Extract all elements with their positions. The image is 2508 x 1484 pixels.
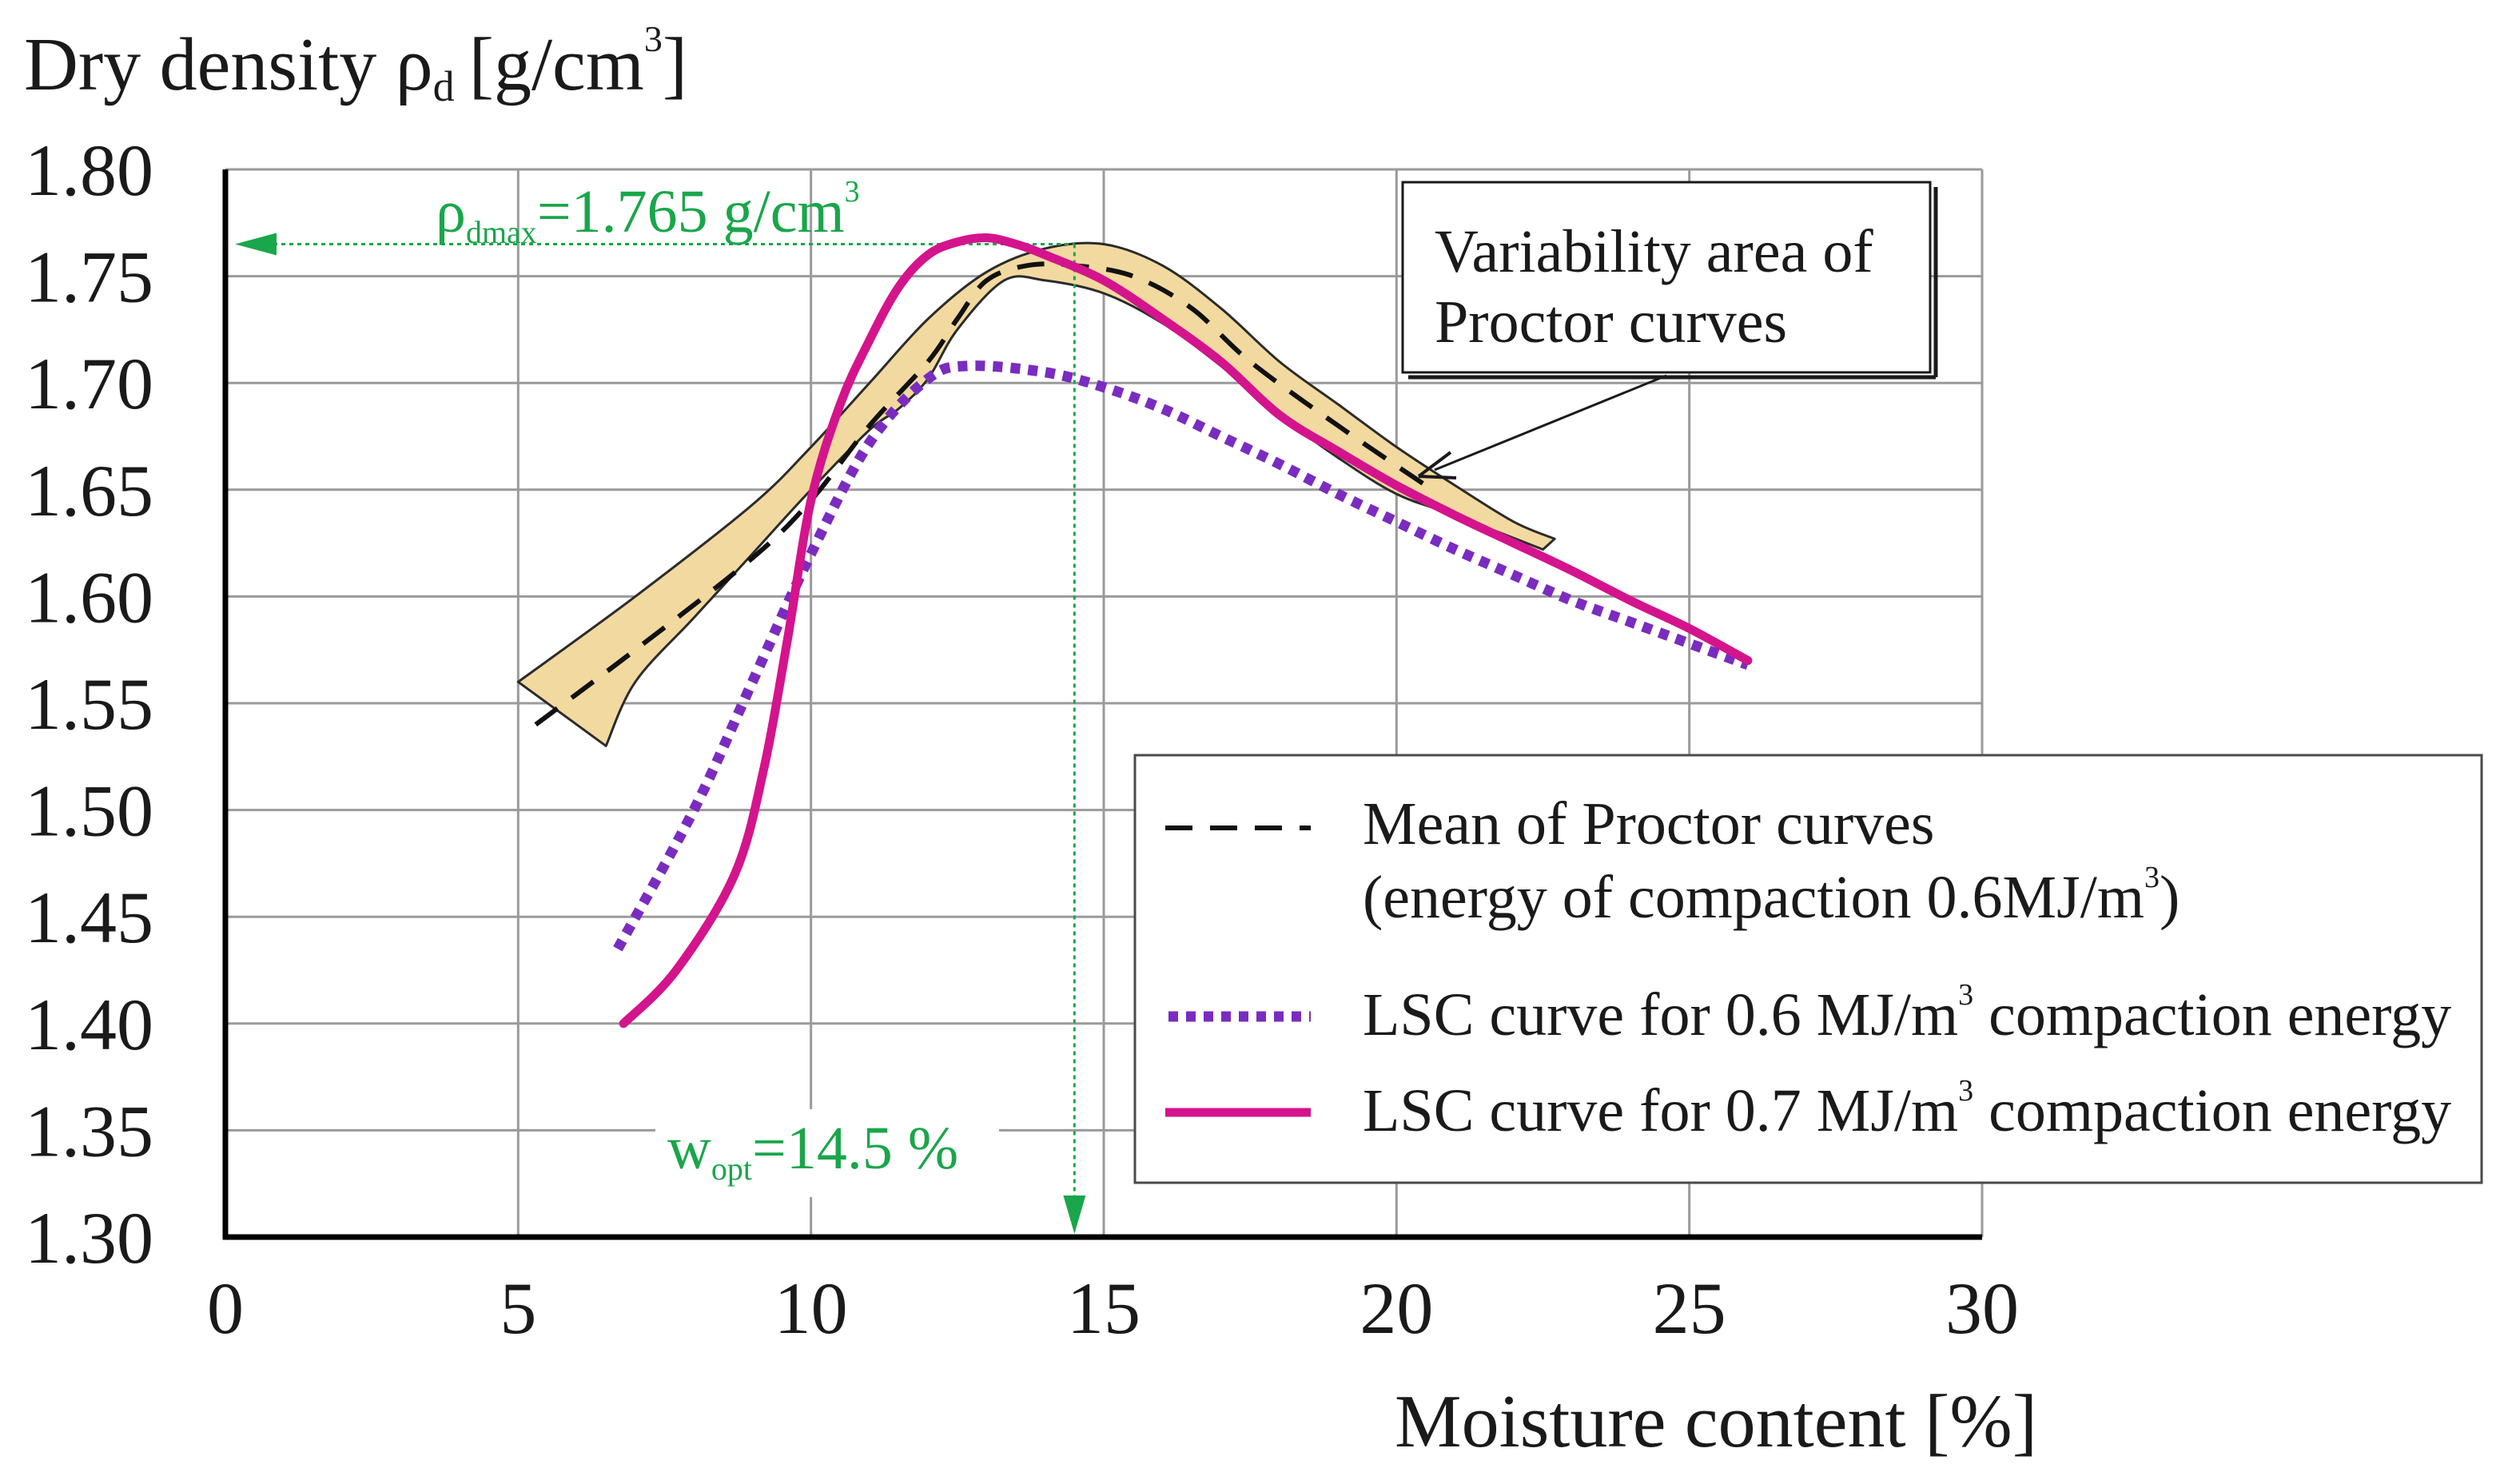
- axes: [222, 169, 1982, 1240]
- y-axis-label: Dry density ρd [g/cm3]: [24, 18, 687, 110]
- y-tick-label-5: 1.55: [25, 663, 153, 745]
- w-opt-arrowhead: [1063, 1196, 1086, 1234]
- variability-callout-line1: Variability area of: [1435, 218, 1873, 285]
- variability-callout-arrow-line: [1434, 374, 1667, 471]
- y-tick-label-8: 1.70: [25, 343, 153, 424]
- w-opt-value: =14.5 %: [752, 1115, 958, 1182]
- variability-callout-arrowhead: [1417, 451, 1457, 479]
- legend-mean-line2-close: ): [2160, 864, 2180, 931]
- y-axis-label-main: Dry density ρ: [24, 23, 433, 106]
- y-tick-label-6: 1.60: [25, 556, 153, 638]
- rho-max-arrowhead: [235, 233, 277, 256]
- legend-mean-line1: Mean of Proctor curves: [1363, 790, 1934, 857]
- y-tick-label-2: 1.40: [25, 984, 153, 1065]
- x-tick-label-4: 20: [1359, 1267, 1433, 1349]
- w-opt-sub: opt: [711, 1151, 752, 1187]
- y-tick-label-0: 1.30: [25, 1197, 153, 1279]
- rho-max-sup: 3: [845, 175, 860, 209]
- legend-mean-line2: (energy of compaction 0.6MJ/m3): [1363, 861, 2180, 931]
- y-tick-label-10: 1.80: [25, 129, 153, 211]
- variability-callout-box: [1401, 181, 1932, 374]
- variability-callout-line2: Proctor curves: [1435, 288, 1787, 356]
- legend-box: [1133, 754, 2483, 1184]
- y-tick-label-4: 1.50: [25, 770, 153, 852]
- y-tick-labels: 1.30 1.35 1.40 1.45 1.50 1.55 1.60 1.65 1.70 1.75…: [25, 129, 153, 1279]
- rho-max-symbol: ρ: [436, 178, 466, 245]
- series-line-solid: [619, 233, 1753, 1028]
- series-layer: [534, 233, 1753, 1028]
- y-tick-label-3: 1.45: [25, 877, 153, 958]
- x-tick-label-2: 10: [774, 1267, 848, 1349]
- y-axis-label-close: ]: [663, 23, 687, 106]
- legend: Mean of Proctor curves (energy of compac…: [1133, 754, 2483, 1184]
- y-axis-label-sup: 3: [644, 18, 663, 59]
- x-tick-label-0: 0: [207, 1267, 244, 1349]
- rho-max-annotation: ρdmax=1.765 g/cm3: [436, 175, 860, 250]
- y-axis-label-unit: [g/cm: [469, 23, 644, 106]
- x-tick-label-6: 30: [1945, 1267, 2019, 1349]
- rho-max-value: =1.765 g/cm: [537, 178, 845, 245]
- legend-lsc06-label: LSC curve for 0.6 MJ/m3 compaction energ…: [1363, 978, 2451, 1048]
- y-tick-label-1: 1.35: [25, 1090, 153, 1172]
- x-tick-label-1: 5: [500, 1267, 536, 1349]
- rho-max-sub: dmax: [466, 214, 537, 250]
- x-axis-label: Moisture content [%]: [1395, 1380, 2037, 1463]
- legend-lsc06-sup: 3: [1958, 978, 1973, 1012]
- y-tick-label-7: 1.65: [25, 450, 153, 531]
- x-tick-label-5: 25: [1653, 1267, 1726, 1349]
- legend-mean-line2-sup: 3: [2144, 861, 2160, 894]
- legend-lsc07-sup: 3: [1958, 1074, 1973, 1108]
- y-axis-label-sub: d: [433, 62, 455, 110]
- legend-lsc06-main: LSC curve for 0.6 MJ/m: [1363, 981, 1958, 1048]
- variability-callout: Variability area of Proctor curves: [1401, 181, 1938, 479]
- y-tick-label-9: 1.75: [25, 237, 153, 318]
- legend-lsc07-label: LSC curve for 0.7 MJ/m3 compaction energ…: [1363, 1074, 2451, 1144]
- w-opt-label-bg: [655, 1109, 999, 1197]
- legend-mean-line2-main: (energy of compaction 0.6MJ/m: [1363, 864, 2144, 931]
- legend-lsc07-main: LSC curve for 0.7 MJ/m: [1363, 1077, 1958, 1144]
- annotation-guides: [235, 233, 1086, 1234]
- legend-lsc06-rest: compaction energy: [1973, 981, 2451, 1048]
- series-line-dotted: [613, 360, 1750, 952]
- legend-lsc07-rest: compaction energy: [1973, 1077, 2451, 1144]
- w-opt-annotation: wopt=14.5 %: [667, 1115, 958, 1187]
- x-tick-label-3: 15: [1067, 1267, 1141, 1349]
- w-opt-symbol: w: [667, 1115, 711, 1182]
- x-tick-labels: 0 5 10 15 20 25 30: [207, 1267, 2019, 1349]
